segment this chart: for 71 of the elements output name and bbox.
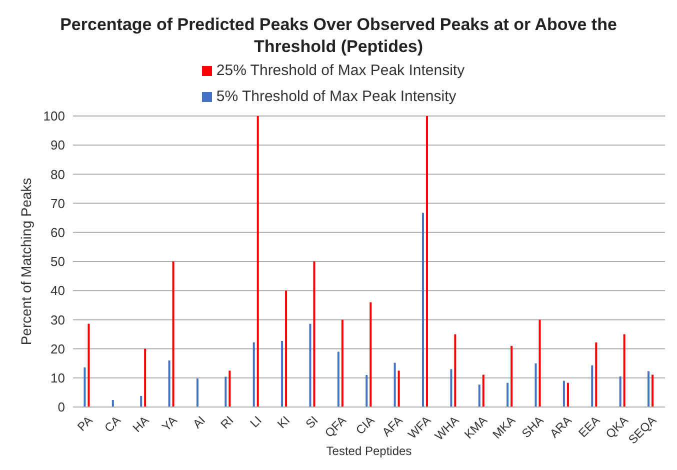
bar: [370, 302, 372, 407]
bar: [422, 212, 424, 407]
x-tick-label: PA: [74, 413, 96, 434]
bar: [652, 374, 654, 407]
x-tick-label: CIA: [353, 413, 378, 438]
bar: [619, 376, 622, 407]
x-tick-label: SHA: [518, 413, 546, 441]
bar: [144, 348, 146, 407]
x-tick-label: HA: [130, 413, 152, 435]
bar: [454, 334, 456, 407]
x-tick-label: CA: [102, 413, 124, 435]
bar: [196, 378, 198, 407]
bar: [562, 380, 565, 407]
bar: [168, 360, 170, 407]
x-tick-label: LI: [247, 413, 264, 430]
x-tick-label: YA: [159, 413, 180, 434]
bar: [224, 376, 227, 407]
x-tick-label: EEA: [576, 413, 603, 440]
bar: [309, 324, 312, 407]
bar: [538, 320, 541, 407]
x-tick-label: RI: [218, 413, 236, 432]
x-axis-title: Tested Peptides: [326, 444, 412, 458]
bar: [88, 324, 90, 407]
y-axis-title: Percent of Matching Peaks: [18, 178, 34, 346]
bar: [398, 370, 400, 407]
x-tick-label: KI: [274, 413, 293, 432]
bar: [140, 396, 142, 407]
bar: [482, 374, 484, 407]
x-tick-label: SI: [302, 413, 321, 432]
y-tick-label: 70: [50, 196, 65, 211]
bar: [252, 342, 255, 407]
bar: [172, 262, 174, 407]
bar: [478, 384, 480, 407]
x-tick-label: QFA: [322, 413, 349, 440]
y-tick-label: 0: [58, 400, 65, 415]
bar: [285, 290, 288, 407]
chart-title: Percentage of Predicted Peaks Over Observed Peaks at or Above the Threshold (Peptides): [59, 14, 618, 58]
bar: [112, 400, 114, 407]
bar: [228, 370, 231, 407]
y-tick-label: 50: [50, 254, 65, 270]
bar: [341, 320, 344, 407]
bar: [566, 382, 569, 407]
bar: [84, 367, 86, 407]
y-tick-label: 30: [50, 312, 65, 328]
y-tick-label: 20: [50, 341, 65, 356]
bar: [534, 363, 537, 407]
bar: [506, 382, 509, 407]
x-tick-label: AI: [190, 413, 208, 432]
bar: [510, 346, 513, 407]
y-tick-label: 100: [43, 108, 65, 124]
legend-label: 5% Threshold of Max Peak Intensity: [216, 88, 456, 105]
bar: [591, 365, 594, 407]
bar: [337, 352, 340, 407]
bar: [623, 334, 626, 407]
x-tick-label: AFA: [379, 413, 406, 440]
bar: [394, 362, 396, 407]
bar: [281, 340, 284, 407]
bar: [256, 116, 259, 407]
y-tick-label: 60: [50, 225, 65, 240]
bar: [313, 262, 316, 407]
y-tick-label: 90: [50, 138, 65, 153]
bar: [426, 116, 428, 407]
y-tick-label: 40: [50, 283, 65, 298]
bar: [595, 342, 598, 407]
x-tick-label: WFA: [405, 413, 434, 442]
bar: [366, 374, 368, 407]
bar: [648, 371, 650, 407]
y-tick-label: 10: [50, 370, 65, 386]
bar: [450, 369, 452, 407]
y-tick-label: 80: [50, 166, 65, 182]
legend-label: 25% Threshold of Max Peak Intensity: [216, 62, 465, 79]
